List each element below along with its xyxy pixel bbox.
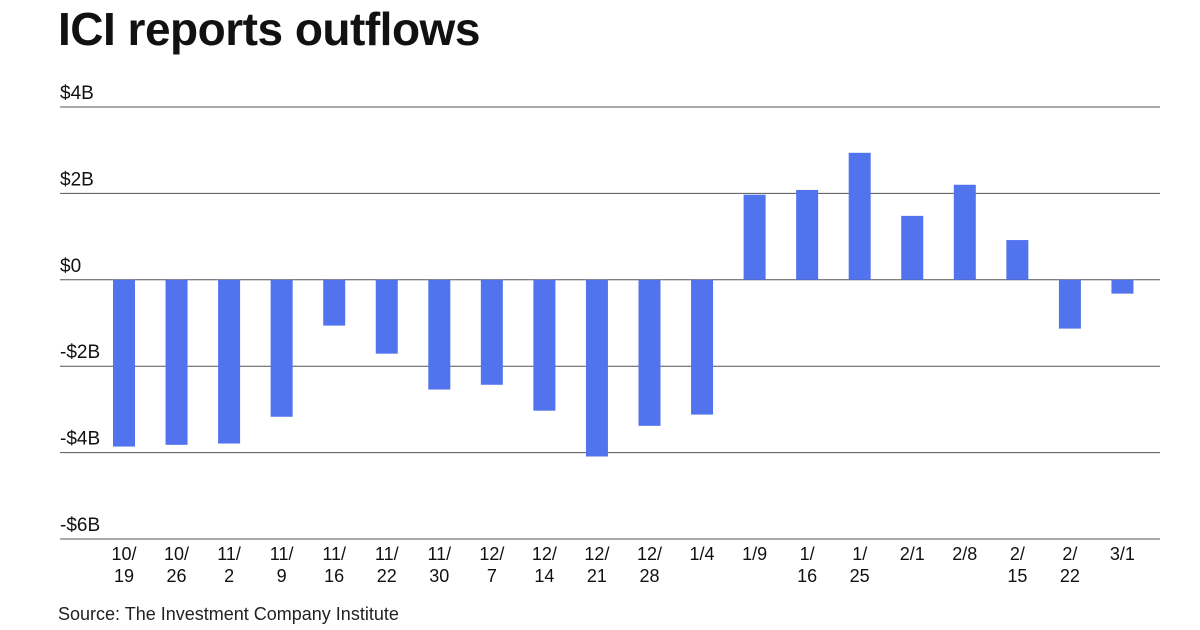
bar	[848, 152, 871, 280]
bar	[218, 279, 241, 444]
bar	[480, 279, 503, 385]
x-tick-label: 2/8	[952, 544, 977, 564]
bar	[533, 279, 556, 411]
y-tick-label: -$4B	[60, 429, 100, 450]
x-tick-label: 2/22	[1060, 544, 1080, 586]
bar	[638, 279, 661, 426]
x-tick-label: 10/26	[164, 544, 189, 586]
y-tick-label: $0	[60, 256, 81, 277]
x-tick-label: 12/14	[532, 544, 557, 586]
bar	[375, 279, 398, 354]
bar	[113, 279, 135, 447]
source-note: Source: The Investment Company Institute	[58, 604, 399, 624]
x-tick-label: 11/16	[322, 544, 346, 586]
bar	[953, 184, 976, 280]
x-tick-label: 12/7	[479, 544, 504, 586]
x-tick-label: 11/2	[217, 544, 241, 586]
chart-title: ICI reports outflows	[58, 3, 480, 55]
y-tick-label: $2B	[60, 169, 94, 190]
x-tick-label: 11/30	[427, 544, 451, 586]
bar	[901, 215, 924, 280]
y-tick-label: -$2B	[60, 342, 100, 363]
x-tick-label: 3/1	[1110, 544, 1135, 564]
x-tick-label: 12/21	[584, 544, 609, 586]
y-tick-label: -$6B	[60, 515, 100, 536]
y-tick-label: $4B	[60, 83, 94, 104]
bar	[428, 279, 451, 390]
bar	[323, 279, 346, 326]
x-tick-label: 1/9	[742, 544, 767, 564]
bar	[691, 279, 714, 415]
bar	[270, 279, 293, 417]
x-tick-label: 1/16	[797, 544, 817, 586]
x-tick-label: 12/28	[637, 544, 662, 586]
bar	[743, 194, 766, 280]
bar	[165, 279, 188, 445]
x-tick-label: 1/4	[690, 544, 715, 564]
x-tick-label: 10/19	[111, 544, 136, 586]
bar	[1058, 279, 1081, 329]
bar	[796, 189, 819, 280]
x-tick-label: 1/25	[850, 544, 870, 586]
x-tick-label: 2/1	[900, 544, 925, 564]
bar	[585, 279, 608, 457]
bar	[1006, 240, 1029, 280]
x-tick-label: 11/22	[375, 544, 399, 586]
x-tick-label: 2/15	[1007, 544, 1027, 586]
bar	[1111, 279, 1134, 294]
x-tick-label: 11/9	[270, 544, 294, 586]
